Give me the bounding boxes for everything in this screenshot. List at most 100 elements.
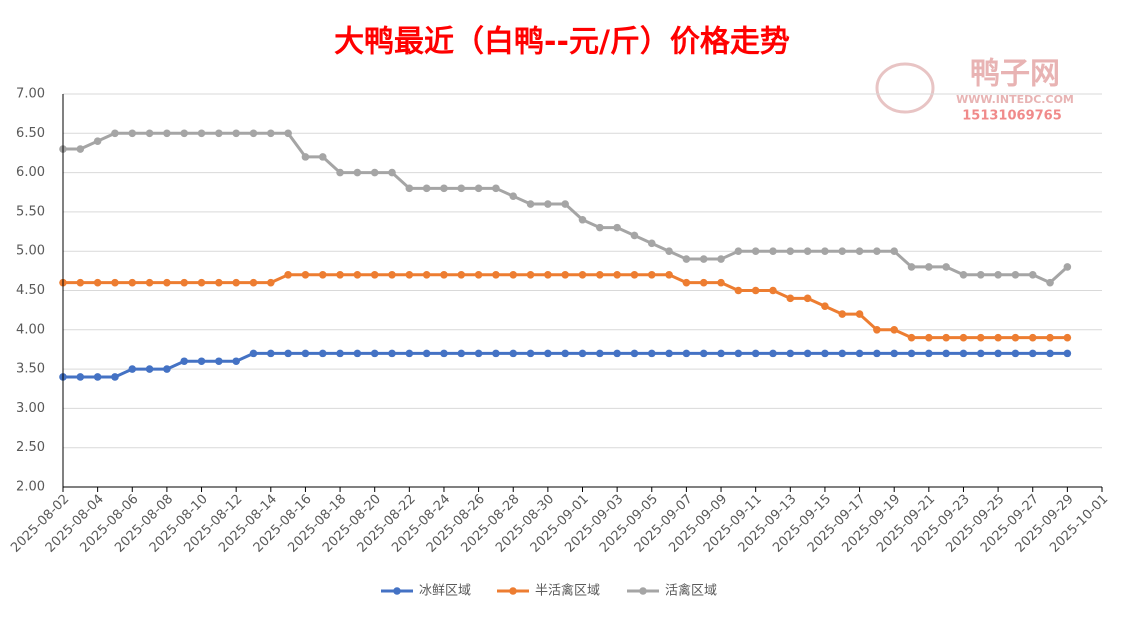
point [803, 247, 812, 255]
point [942, 333, 950, 342]
point [215, 129, 223, 138]
point [318, 349, 327, 358]
y-tick-label: 4.00 [16, 322, 45, 337]
point [284, 129, 292, 138]
point [769, 286, 777, 295]
point [855, 349, 864, 358]
point [284, 349, 292, 358]
point [457, 184, 466, 193]
point [561, 270, 569, 279]
point [111, 278, 119, 287]
point [596, 270, 604, 279]
point [596, 223, 604, 232]
point [613, 349, 621, 358]
point [249, 129, 258, 138]
point [596, 349, 604, 358]
point [544, 270, 552, 279]
point [180, 129, 189, 138]
point [370, 270, 379, 279]
point [561, 200, 569, 208]
point [353, 168, 362, 177]
point [925, 333, 933, 342]
point [1063, 263, 1072, 271]
point [959, 270, 968, 279]
point [145, 278, 154, 287]
point [1011, 349, 1020, 358]
point [994, 333, 1002, 342]
point [838, 310, 847, 318]
point [976, 270, 985, 279]
y-tick-label: 2.50 [16, 440, 45, 455]
point [890, 247, 898, 255]
point [665, 247, 673, 255]
point [492, 184, 500, 193]
point [1063, 333, 1072, 342]
y-tick-label: 5.50 [16, 204, 45, 219]
y-tick-label: 2.00 [16, 480, 45, 495]
point [786, 247, 795, 255]
point [301, 270, 310, 279]
point [388, 270, 396, 279]
point [630, 231, 639, 240]
point [336, 270, 344, 279]
point [1046, 349, 1054, 358]
point [422, 349, 431, 358]
point [838, 349, 847, 358]
watermark-phone: 15131069765 [962, 109, 1062, 124]
point [647, 239, 656, 248]
point [474, 184, 483, 193]
point [578, 270, 587, 279]
point [561, 349, 569, 358]
point [1046, 278, 1054, 287]
point [838, 247, 847, 255]
watermark-name: 鸭子网 [970, 57, 1060, 92]
watermark-logo [875, 62, 935, 114]
point [699, 255, 708, 263]
point [163, 278, 171, 287]
point [353, 349, 362, 358]
point [318, 270, 327, 279]
point [803, 294, 812, 303]
point [405, 349, 414, 358]
point [734, 247, 743, 255]
point [873, 326, 881, 334]
point [682, 255, 691, 263]
point [717, 278, 725, 287]
point [526, 349, 535, 358]
point [440, 270, 448, 279]
point [509, 349, 518, 358]
legend-label: 冰鲜区域 [419, 584, 471, 599]
point [76, 145, 85, 153]
point [1011, 333, 1020, 342]
point [232, 129, 240, 138]
point [734, 286, 743, 295]
point [232, 357, 240, 366]
point [267, 349, 275, 358]
point [1046, 333, 1054, 342]
point [578, 349, 587, 358]
point [215, 278, 223, 287]
legend-item: 半活禽区域 [497, 583, 600, 599]
point [405, 184, 414, 193]
point [717, 255, 725, 263]
legend-label: 活禽区域 [665, 583, 717, 599]
legend-item: 冰鲜区域 [381, 584, 471, 599]
point [976, 349, 985, 358]
point [699, 278, 708, 287]
point [145, 365, 154, 373]
point [976, 333, 985, 342]
point [786, 294, 795, 303]
point [249, 349, 258, 358]
point [111, 129, 119, 138]
y-tick-label: 6.00 [16, 165, 45, 180]
point [370, 349, 379, 358]
point [440, 349, 448, 358]
point [925, 349, 933, 358]
point [786, 349, 795, 358]
point [526, 200, 535, 208]
point [474, 270, 483, 279]
point [717, 349, 725, 358]
point [267, 278, 275, 287]
